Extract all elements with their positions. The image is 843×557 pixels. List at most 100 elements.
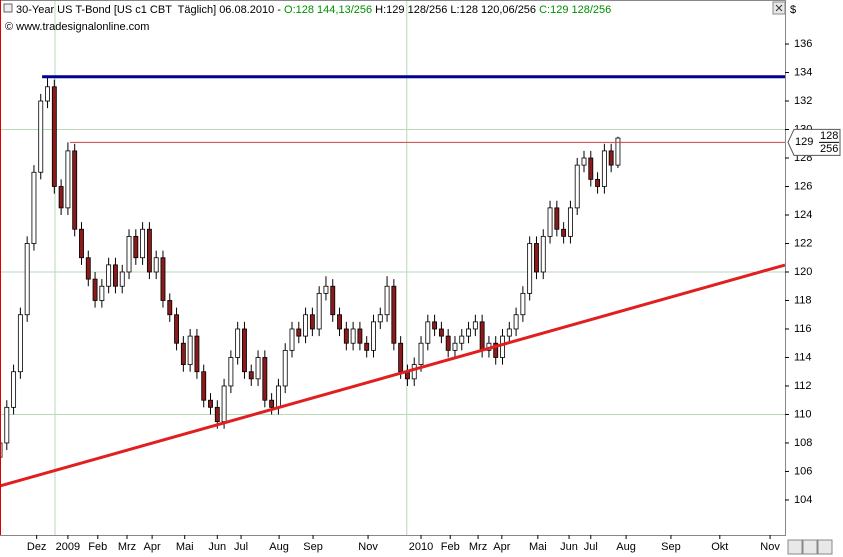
y-tick-label: 136 xyxy=(794,38,812,50)
candle-body xyxy=(126,235,132,273)
candle-body xyxy=(343,328,349,344)
candle-body xyxy=(72,150,78,230)
scroll-buttons xyxy=(787,539,833,555)
candle-body xyxy=(296,328,302,337)
y-tick-label: 114 xyxy=(794,351,812,363)
candle-body xyxy=(17,314,23,373)
candle-body xyxy=(153,257,159,273)
candle-body xyxy=(567,207,573,237)
candle-body xyxy=(595,178,601,187)
candle-body xyxy=(221,385,227,422)
candle-body xyxy=(357,328,363,344)
candle-body xyxy=(377,314,383,323)
x-tick-label: 2010 xyxy=(409,541,433,553)
candle-body xyxy=(561,228,567,237)
candle-body xyxy=(65,150,71,209)
source: © www.tradesignalonline.com xyxy=(5,21,149,33)
plot-area xyxy=(0,0,786,535)
x-tick-label: Feb xyxy=(441,541,460,553)
header-low: L:128 120,06/256 xyxy=(450,4,536,16)
candle-body xyxy=(554,207,560,230)
candle-body xyxy=(350,328,356,344)
candle-body xyxy=(167,300,173,316)
scroll-button[interactable] xyxy=(802,539,818,555)
close-icon xyxy=(775,4,783,12)
candle-body xyxy=(337,314,342,330)
candle-body xyxy=(248,371,254,380)
candle-body xyxy=(24,243,30,316)
candle-body xyxy=(588,157,594,180)
x-tick-label: Jun xyxy=(208,541,226,553)
candle-body xyxy=(615,137,621,166)
x-tick-label: Nov xyxy=(358,541,378,553)
candle-body xyxy=(425,321,431,344)
candle-body xyxy=(4,406,10,444)
y-tick-label: 118 xyxy=(794,294,812,306)
candle-body xyxy=(371,321,376,351)
x-tick-label: Mai xyxy=(176,541,194,553)
x-tick-label: Nov xyxy=(760,541,780,553)
candle-body xyxy=(269,399,275,408)
y-tick-label: 106 xyxy=(794,465,812,477)
price-box xyxy=(787,128,841,156)
candle-body xyxy=(0,442,3,458)
y-unit: $ xyxy=(790,4,796,16)
candle-body xyxy=(309,314,315,330)
candle-body xyxy=(262,357,268,401)
x-tick-label: Aug xyxy=(616,541,636,553)
candle-body xyxy=(466,328,471,337)
scroll-button[interactable] xyxy=(817,539,833,555)
candle-body xyxy=(146,228,152,273)
candle-body xyxy=(133,235,139,259)
y-tick-label: 126 xyxy=(794,180,812,192)
y-tick-label: 120 xyxy=(794,266,812,278)
candle-body xyxy=(79,228,84,259)
candle-body xyxy=(418,342,424,365)
candle-body xyxy=(85,257,91,280)
candle-body xyxy=(364,342,370,351)
y-tick-label: 132 xyxy=(794,95,812,107)
y-tick-label: 122 xyxy=(794,237,812,249)
candle-body xyxy=(445,335,451,351)
candle-body xyxy=(92,278,98,301)
x-tick-label: Dez xyxy=(27,541,47,553)
candle-body xyxy=(316,292,322,330)
candle-body xyxy=(58,186,64,209)
candle-body xyxy=(31,171,37,244)
candle-body xyxy=(11,371,17,408)
candle-body xyxy=(452,342,458,351)
collapse-button[interactable] xyxy=(3,3,13,13)
y-tick-label: 108 xyxy=(794,437,812,449)
x-tick-label: Sep xyxy=(661,541,681,553)
candle-body xyxy=(438,328,444,337)
candle-body xyxy=(493,342,499,358)
x-tick-label: Feb xyxy=(88,541,107,553)
candle-body xyxy=(119,271,125,287)
candle-body xyxy=(479,321,485,351)
y-tick-label: 112 xyxy=(794,380,812,392)
candle-body xyxy=(391,285,397,344)
candle-body xyxy=(472,321,478,330)
price-numerator: 128 xyxy=(820,130,838,142)
candle-body xyxy=(459,335,465,344)
candle-body xyxy=(540,235,546,273)
candle-body xyxy=(106,264,112,287)
candle-body xyxy=(201,371,207,401)
header-high: H:129 128/256 xyxy=(375,4,447,16)
candle-body xyxy=(323,285,329,294)
candle-body xyxy=(99,285,105,301)
candle-body xyxy=(235,328,241,358)
price-denominator: 256 xyxy=(820,143,838,155)
x-tick-label: 2009 xyxy=(56,541,80,553)
candle-body xyxy=(140,228,146,259)
candle-body xyxy=(282,349,288,387)
candle-body xyxy=(608,150,614,166)
scroll-button[interactable] xyxy=(787,539,803,555)
y-tick-label: 104 xyxy=(794,494,812,506)
candle-body xyxy=(289,328,295,351)
x-tick-label: Apr xyxy=(493,541,510,553)
candle-body xyxy=(581,157,587,166)
x-tick-label: Jul xyxy=(584,541,598,553)
